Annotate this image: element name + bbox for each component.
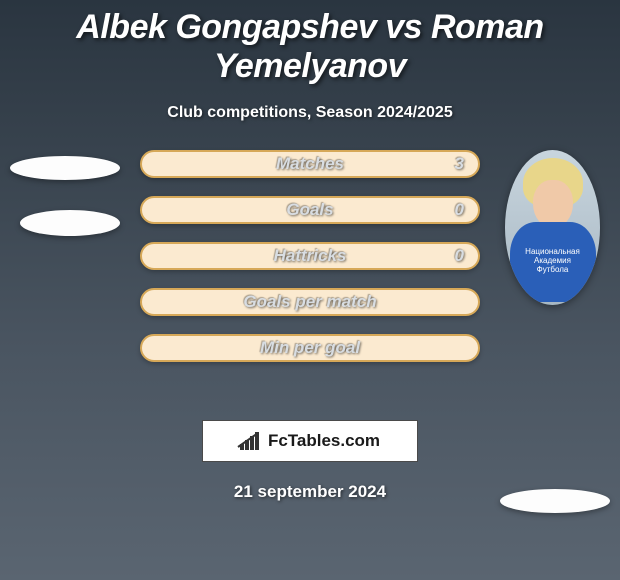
player1-placeholder-ellipse-2	[20, 210, 120, 236]
bar-min-per-goal: Min per goal	[140, 334, 480, 362]
bar-label: Min per goal	[142, 338, 478, 358]
barchart-icon	[240, 432, 262, 450]
bar-matches: Matches 3	[140, 150, 480, 178]
photo-jersey-text: Национальная Академия Футбола	[505, 248, 600, 274]
page-title: Albek Gongapshev vs Roman Yemelyanov	[0, 0, 620, 86]
jersey-line3: Футбола	[537, 265, 569, 274]
brand-text: FcTables.com	[268, 431, 380, 451]
bar-label: Goals per match	[142, 292, 478, 312]
bar-goals: Goals 0	[140, 196, 480, 224]
bar-value: 0	[455, 200, 464, 220]
photo-face-shape	[533, 180, 573, 228]
bar-value: 3	[455, 154, 464, 174]
bar-hattricks: Hattricks 0	[140, 242, 480, 270]
player2-photo: Национальная Академия Футбола	[505, 150, 600, 305]
brand-box: FcTables.com	[202, 420, 418, 462]
player1-placeholder-ellipse-1	[10, 156, 120, 180]
bar-label: Hattricks	[142, 246, 478, 266]
player2-placeholder-ellipse	[500, 489, 610, 513]
bar-goals-per-match: Goals per match	[140, 288, 480, 316]
bar-value: 0	[455, 246, 464, 266]
subtitle: Club competitions, Season 2024/2025	[0, 104, 620, 122]
bar-label: Matches	[142, 154, 478, 174]
left-player-column	[10, 150, 120, 236]
right-player-column: Национальная Академия Футбола	[500, 150, 610, 513]
comparison-content: Matches 3 Goals 0 Hattricks 0 Goals per …	[0, 150, 620, 410]
stat-bars: Matches 3 Goals 0 Hattricks 0 Goals per …	[140, 150, 480, 380]
jersey-line2: Академия	[534, 256, 571, 265]
jersey-line1: Национальная	[525, 247, 580, 256]
bar-label: Goals	[142, 200, 478, 220]
